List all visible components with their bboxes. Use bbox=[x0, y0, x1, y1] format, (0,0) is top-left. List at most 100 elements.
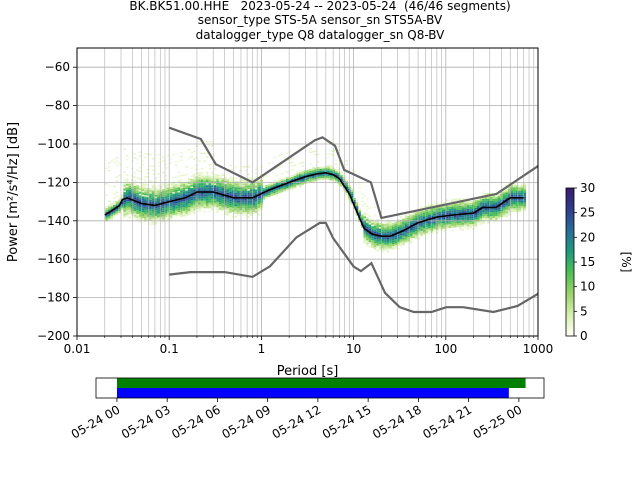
heatmap-cell bbox=[203, 202, 206, 205]
heatmap-cell bbox=[404, 225, 408, 227]
heatmap-cell bbox=[125, 166, 129, 168]
heatmap-cell bbox=[440, 209, 444, 212]
heatmap-cell bbox=[110, 204, 114, 207]
heatmap-cell bbox=[417, 212, 421, 215]
heatmap-cell bbox=[216, 209, 219, 212]
heatmap-cell bbox=[136, 187, 139, 189]
heatmap-cell bbox=[123, 188, 126, 191]
heatmap-cell bbox=[244, 202, 248, 205]
heatmap-cell bbox=[120, 207, 124, 210]
heatmap-cell bbox=[146, 209, 150, 211]
heatmap-cell bbox=[156, 202, 160, 204]
heatmap-cell bbox=[180, 184, 183, 187]
heatmap-cell bbox=[335, 173, 338, 175]
heatmap-cell bbox=[443, 226, 447, 229]
heatmap-cell bbox=[386, 227, 390, 230]
heatmap-cell bbox=[182, 210, 186, 213]
heatmap-cell bbox=[105, 183, 108, 185]
heatmap-cell bbox=[482, 196, 485, 199]
heatmap-cell bbox=[484, 196, 488, 199]
heatmap-cell bbox=[187, 182, 191, 185]
heatmap-cell bbox=[397, 234, 400, 237]
heatmap-cell bbox=[177, 171, 181, 174]
heatmap-cell bbox=[513, 210, 516, 213]
heatmap-cell bbox=[420, 228, 423, 231]
heatmap-cell bbox=[518, 191, 521, 193]
heatmap-cell bbox=[515, 198, 519, 201]
heatmap-cell bbox=[203, 177, 206, 180]
heatmap-cell bbox=[159, 193, 163, 196]
heatmap-cell bbox=[234, 185, 237, 188]
heatmap-cell bbox=[502, 205, 506, 208]
heatmap-cell bbox=[471, 202, 475, 205]
heatmap-cell bbox=[368, 215, 372, 217]
heatmap-cell bbox=[226, 189, 230, 191]
heatmap-cell bbox=[115, 176, 119, 178]
heatmap-cell bbox=[371, 220, 374, 223]
colorbar-segment bbox=[566, 328, 574, 332]
heatmap-cell bbox=[311, 166, 315, 169]
heatmap-cell bbox=[397, 228, 400, 231]
heatmap-cell bbox=[244, 169, 248, 172]
heatmap-cell bbox=[371, 242, 374, 244]
heatmap-cell bbox=[182, 183, 186, 186]
heatmap-cell bbox=[213, 173, 217, 176]
heatmap-cell bbox=[159, 207, 163, 210]
heatmap-cell bbox=[443, 228, 447, 231]
heatmap-cell bbox=[461, 197, 465, 200]
heatmap-cell bbox=[257, 188, 261, 191]
heatmap-cell bbox=[518, 192, 521, 195]
heatmap-cell bbox=[296, 180, 299, 183]
heatmap-cell bbox=[409, 233, 413, 236]
heatmap-cell bbox=[417, 216, 421, 219]
heatmap-cell bbox=[492, 200, 496, 203]
heatmap-cell bbox=[340, 177, 343, 179]
heatmap-cell bbox=[495, 214, 498, 216]
heatmap-cell bbox=[231, 188, 235, 191]
heatmap-cell bbox=[113, 197, 116, 199]
heatmap-cell bbox=[149, 219, 152, 221]
colorbar-segment bbox=[566, 259, 574, 263]
colorbar-segment bbox=[566, 308, 574, 312]
heatmap-cell bbox=[438, 227, 441, 230]
heatmap-cell bbox=[185, 214, 188, 217]
heatmap-cell bbox=[402, 241, 405, 244]
heatmap-cell bbox=[244, 166, 248, 168]
heatmap-cell bbox=[187, 187, 191, 190]
heatmap-cell bbox=[487, 210, 490, 213]
heatmap-cell bbox=[144, 179, 147, 182]
heatmap-cell bbox=[231, 202, 235, 204]
heatmap-cell bbox=[394, 235, 398, 238]
heatmap-cell bbox=[415, 225, 418, 228]
heatmap-cell bbox=[190, 205, 194, 208]
heatmap-cell bbox=[177, 192, 181, 195]
heatmap-cell bbox=[366, 209, 369, 212]
heatmap-cell bbox=[211, 187, 214, 190]
heatmap-cell bbox=[466, 216, 470, 219]
heatmap-cell bbox=[141, 183, 145, 186]
heatmap-cell bbox=[280, 178, 284, 181]
y-tick-label: −60 bbox=[45, 60, 70, 74]
heatmap-cell bbox=[469, 222, 472, 225]
heatmap-cell bbox=[208, 144, 212, 147]
heatmap-cell bbox=[373, 248, 377, 251]
heatmap-cell bbox=[366, 205, 369, 208]
heatmap-cell bbox=[433, 226, 436, 229]
heatmap-cell bbox=[433, 224, 436, 227]
heatmap-cell bbox=[409, 224, 413, 227]
heatmap-cell bbox=[257, 186, 261, 189]
heatmap-cell bbox=[291, 157, 294, 160]
heatmap-cell bbox=[218, 196, 222, 199]
heatmap-cell bbox=[288, 175, 292, 178]
heatmap-cell bbox=[167, 189, 170, 192]
heatmap-cell bbox=[211, 194, 214, 197]
heatmap-cell bbox=[280, 182, 284, 185]
heatmap-cell bbox=[224, 178, 227, 181]
heatmap-cell bbox=[164, 188, 168, 191]
heatmap-cell bbox=[247, 200, 250, 203]
heatmap-cell bbox=[523, 202, 527, 205]
heatmap-cell bbox=[231, 194, 235, 197]
heatmap-cell bbox=[373, 229, 377, 232]
heatmap-cell bbox=[316, 168, 320, 171]
heatmap-cell bbox=[489, 204, 493, 207]
